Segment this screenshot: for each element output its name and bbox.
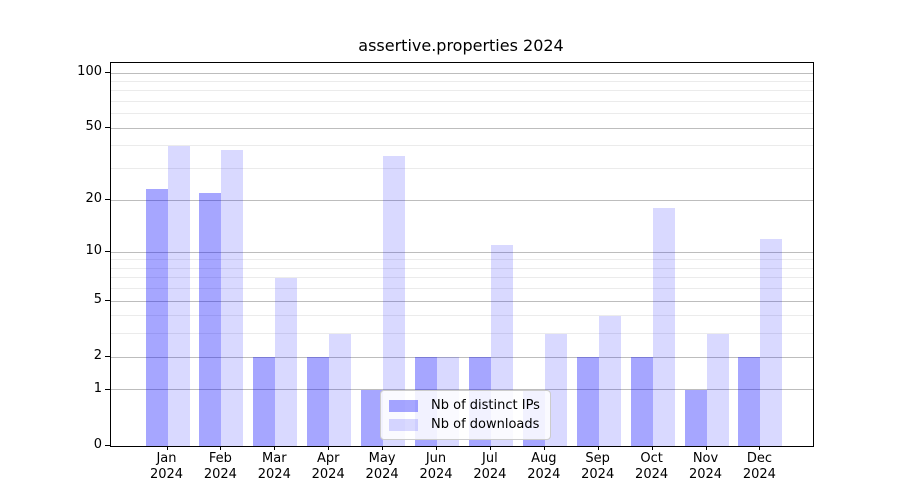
x-tick-mark xyxy=(651,446,653,450)
gridline-minor xyxy=(111,90,813,92)
gridline-major xyxy=(111,251,813,253)
y-tick-label: 50 xyxy=(85,119,102,135)
legend: Nb of distinct IPs Nb of downloads xyxy=(380,390,551,440)
x-tick-mark xyxy=(382,446,384,450)
y-tick-mark xyxy=(105,251,110,253)
bar-nb-of-distinct-ips-oct xyxy=(630,357,653,446)
bar-nb-of-downloads-oct xyxy=(652,208,675,446)
x-tick-mark xyxy=(489,446,491,450)
y-tick-label: 100 xyxy=(77,64,102,80)
gridline-minor xyxy=(111,333,813,335)
bar-nb-of-distinct-ips-apr xyxy=(307,357,330,446)
legend-item-downloads: Nb of downloads xyxy=(389,415,540,434)
gridline-major xyxy=(111,127,813,129)
x-tick-label: Mar 2024 xyxy=(257,451,291,482)
bar-nb-of-downloads-mar xyxy=(275,277,298,446)
bar-nb-of-downloads-may xyxy=(383,156,406,446)
x-tick-label: Oct 2024 xyxy=(635,451,669,482)
gridline-major xyxy=(111,199,813,201)
gridline-major xyxy=(111,300,813,302)
x-tick-mark xyxy=(705,446,707,450)
legend-swatch-downloads xyxy=(389,418,418,431)
gridline-minor xyxy=(111,81,813,83)
y-tick-mark xyxy=(105,127,110,129)
gridline-minor xyxy=(111,267,813,269)
bar-nb-of-downloads-apr xyxy=(329,333,352,446)
y-tick-mark xyxy=(105,356,110,358)
gridline-major xyxy=(111,389,813,391)
gridline-minor xyxy=(111,259,813,261)
y-tick-label: 2 xyxy=(93,348,102,364)
bar-nb-of-distinct-ips-feb xyxy=(199,192,222,446)
x-tick-label: Feb 2024 xyxy=(203,451,237,482)
x-tick-label: Nov 2024 xyxy=(688,451,723,482)
plot-area xyxy=(110,62,814,447)
bar-nb-of-downloads-feb xyxy=(221,149,244,446)
gridline-minor xyxy=(111,315,813,317)
gridline-minor xyxy=(111,101,813,103)
x-tick-label: Jul 2024 xyxy=(473,451,507,482)
y-tick-mark xyxy=(105,199,110,200)
x-tick-mark xyxy=(759,446,761,450)
x-tick-mark xyxy=(543,446,545,450)
bar-nb-of-downloads-dec xyxy=(760,238,783,446)
x-tick-label: Aug 2024 xyxy=(527,451,561,482)
gridline-minor xyxy=(111,145,813,147)
gridline-major xyxy=(111,72,813,74)
x-tick-label: Sep 2024 xyxy=(581,451,615,482)
x-tick-label: Jan 2024 xyxy=(149,451,184,482)
bar-nb-of-downloads-nov xyxy=(706,333,729,446)
gridline-minor xyxy=(111,288,813,290)
bar-nb-of-distinct-ips-mar xyxy=(253,357,276,446)
legend-item-distinct-ips: Nb of distinct IPs xyxy=(389,396,540,415)
y-tick-label: 0 xyxy=(93,437,102,452)
x-tick-mark xyxy=(436,446,437,450)
gridline-major xyxy=(111,356,813,358)
gridline-minor xyxy=(111,277,813,279)
bar-nb-of-distinct-ips-dec xyxy=(738,357,761,446)
x-tick-label: Apr 2024 xyxy=(311,451,345,482)
x-tick-mark xyxy=(274,446,276,450)
bar-nb-of-distinct-ips-may xyxy=(361,389,384,446)
y-tick-label: 1 xyxy=(93,380,102,396)
legend-label-distinct-ips: Nb of distinct IPs xyxy=(431,398,540,413)
gridline-minor xyxy=(111,113,813,115)
y-tick-mark xyxy=(105,388,110,390)
bar-nb-of-downloads-jan xyxy=(167,145,190,446)
x-tick-mark xyxy=(166,446,168,450)
y-tick-label: 10 xyxy=(85,243,102,259)
bar-nb-of-downloads-sep xyxy=(598,315,621,446)
x-tick-mark xyxy=(328,446,330,450)
gridline-minor xyxy=(111,168,813,170)
bar-nb-of-distinct-ips-nov xyxy=(684,389,707,446)
y-tick-label: 5 xyxy=(93,292,102,308)
y-tick-mark xyxy=(105,72,110,74)
x-tick-mark xyxy=(220,446,222,450)
bar-nb-of-distinct-ips-sep xyxy=(576,357,599,446)
y-tick-mark xyxy=(105,445,110,446)
legend-swatch-distinct-ips xyxy=(389,399,418,412)
bar-nb-of-distinct-ips-jan xyxy=(145,189,168,446)
chart-title: assertive.properties 2024 xyxy=(358,36,564,55)
legend-label-downloads: Nb of downloads xyxy=(431,417,540,432)
y-tick-mark xyxy=(105,300,110,302)
y-tick-label: 20 xyxy=(85,191,102,206)
x-tick-mark xyxy=(597,446,599,450)
x-tick-label: May 2024 xyxy=(365,451,399,482)
x-tick-label: Dec 2024 xyxy=(742,451,776,482)
x-tick-label: Jun 2024 xyxy=(419,451,453,482)
